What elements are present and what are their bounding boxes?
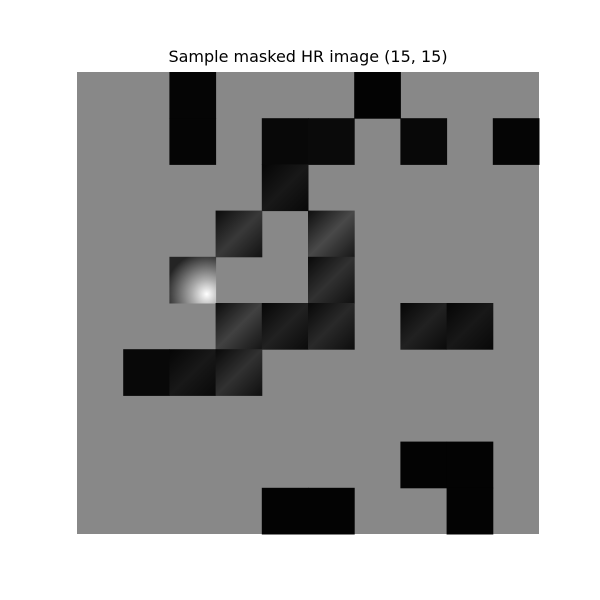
revealed-block [308,118,355,165]
revealed-block [261,487,309,535]
revealed-block [446,441,494,489]
revealed-block [261,118,309,165]
revealed-block [446,487,494,535]
revealed-block [308,487,355,535]
revealed-block [215,303,263,350]
revealed-block [308,210,355,258]
revealed-block [215,210,263,258]
revealed-block [492,118,540,165]
revealed-block [215,349,263,396]
revealed-block [308,256,355,304]
revealed-block [400,441,448,489]
revealed-block [261,164,309,212]
revealed-block [400,118,448,165]
revealed-block [400,303,448,350]
revealed-block [308,303,355,350]
revealed-block [169,72,217,119]
chart-title: Sample masked HR image (15, 15) [168,47,448,66]
revealed-block [123,349,170,396]
revealed-block [169,349,217,396]
revealed-block [169,256,217,304]
revealed-block [261,303,309,350]
revealed-block [446,303,494,350]
revealed-block [169,118,217,165]
revealed-block [354,72,401,119]
